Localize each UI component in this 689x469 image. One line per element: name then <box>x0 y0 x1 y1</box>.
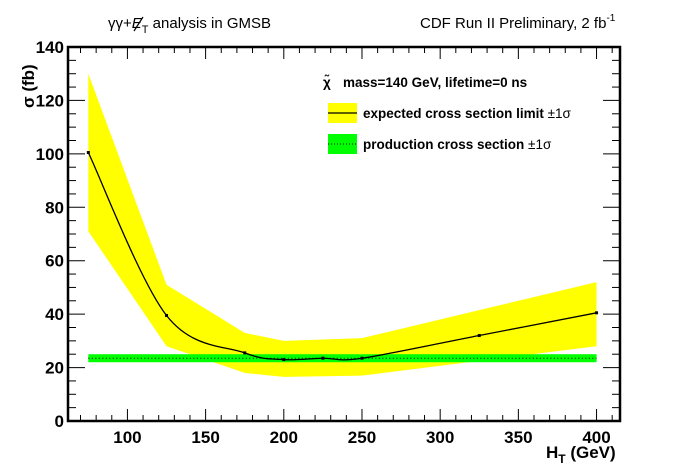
expected-limit-point <box>477 334 481 338</box>
met-symbol: E <box>132 15 143 32</box>
legend-chi-symbol: χ̃ <box>323 75 331 90</box>
met-slash <box>133 16 144 32</box>
x-tick-label: 200 <box>270 428 298 447</box>
expected-limit-point <box>360 356 364 360</box>
y-tick-label: 20 <box>45 359 64 378</box>
y-tick-label: 120 <box>36 91 64 110</box>
y-tick-label: 60 <box>45 252 64 271</box>
ticks-layer <box>68 46 620 422</box>
tick-labels-layer: 100 150 200 250 300 350 400 0 20 40 60 80 100 120 140 <box>36 38 611 447</box>
legend-header: mass=140 GeV, lifetime=0 ns <box>343 75 527 90</box>
legend-swatch-production <box>328 134 357 154</box>
y-tick-label: 100 <box>36 145 64 164</box>
x-tick-label: 100 <box>113 428 141 447</box>
expected-limit-point <box>282 358 286 362</box>
bands-layer <box>88 73 597 377</box>
y-tick-label: 80 <box>45 198 64 217</box>
x-tick-label: 400 <box>582 428 610 447</box>
expected-limit-band <box>88 73 597 377</box>
x-tick-label: 250 <box>348 428 376 447</box>
production-band <box>88 354 597 363</box>
expected-limit-point <box>595 311 599 315</box>
legend-label-expected: expected cross section limit ±1σ <box>363 106 571 121</box>
expected-limit-point <box>243 351 247 355</box>
y-axis-title: σ (fb) <box>19 64 38 108</box>
expected-limit-point <box>321 356 325 360</box>
expected-limit-point <box>165 313 169 317</box>
x-tick-label: 150 <box>191 428 219 447</box>
legend-label-production: production cross section ±1σ <box>363 137 552 152</box>
y-tick-label: 140 <box>36 38 64 57</box>
title-right: CDF Run II Preliminary, 2 fb-1 <box>420 13 616 32</box>
expected-limit-point <box>86 151 90 155</box>
x-axis-title: HT (GeV) <box>546 443 616 466</box>
x-tick-label: 350 <box>504 428 532 447</box>
x-tick-label: 300 <box>426 428 454 447</box>
y-tick-label: 0 <box>55 412 64 431</box>
lines-layer <box>86 151 599 362</box>
y-tick-label: 40 <box>45 305 64 324</box>
title-left: γγ+ET analysis in GMSB <box>108 15 271 36</box>
legend: χ̃ mass=140 GeV, lifetime=0 ns expected … <box>323 75 571 154</box>
